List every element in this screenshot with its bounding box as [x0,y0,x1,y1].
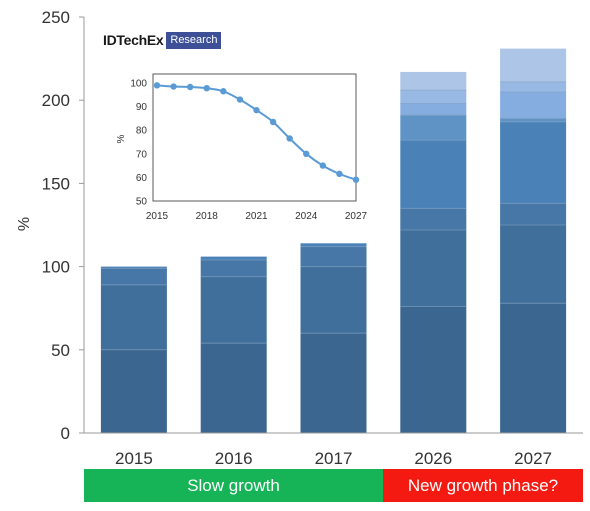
bar-segment [400,229,467,307]
bar-segment [500,91,567,119]
logo-brand-tag: Research [166,32,222,49]
inset-data-point [236,96,244,103]
main-y-axis-label: % [16,217,33,231]
bar-segment [400,90,467,104]
bar-segment [500,81,567,92]
inset-series-points [153,82,360,183]
main-x-tick-label: 2026 [414,449,452,468]
main-bar-chart: 0 50 100 150 200 250 2015 2016 2017 2026 2027 % 5… [16,8,583,468]
main-y-tick-label: 250 [42,8,70,27]
inset-y-tick-label: 100 [130,79,147,90]
inset-y-tick-label: 70 [136,149,148,160]
inset-y-tick-label: 50 [136,197,148,208]
inset-data-point [336,170,343,178]
inset-x-tick-label: 2027 [345,211,368,222]
main-x-tick-label: 2027 [514,449,552,468]
bar-segment [200,276,267,344]
bar-segment [100,349,167,433]
inset-data-point [303,150,310,157]
main-y-axis: 0 50 100 150 200 250 [42,8,85,443]
main-bars [100,48,567,433]
bar-segment [100,284,167,350]
bar-segment [400,115,467,141]
inset-data-point [319,162,327,169]
bar-segment [100,266,167,269]
bar-segment [200,256,267,260]
logo-brand-name: IDTechEx [103,32,164,48]
inset-data-point [220,88,227,95]
new-growth-label: New growth phase? [407,475,559,495]
inset-data-point [253,106,260,114]
inset-y-tick-label: 80 [136,126,148,137]
inset-data-point [203,84,210,92]
main-x-tick-label: 2017 [315,449,353,468]
inset-x-tick-label: 2024 [295,211,318,222]
main-y-tick-label: 200 [42,91,70,110]
inset-y-axis: 50 60 70 80 90 100 [130,79,147,208]
bar-segment [300,243,367,247]
inset-data-point [186,83,194,91]
inset-y-tick-label: 90 [136,102,148,113]
bar-segment [500,118,567,122]
inset-data-point [170,83,177,90]
bar-segment [300,266,367,334]
inset-x-tick-label: 2018 [196,211,219,222]
bar-segment [200,343,267,433]
bar-segment [400,71,467,91]
slow-growth-label: Slow growth [187,475,280,495]
main-x-tick-label: 2016 [215,449,253,468]
inset-data-point [352,176,360,183]
inset-data-point [269,118,277,126]
bar-segment [500,303,567,433]
new-growth-banner: New growth phase? [383,469,583,502]
bar-segment [100,268,167,285]
inset-plot-frame [152,73,357,202]
bar-segment [400,103,467,116]
inset-y-axis-label: % [116,134,127,143]
bar-segment [500,48,567,82]
inset-x-tick-label: 2021 [245,211,268,222]
bar-segment [200,259,267,277]
bar-segment [400,306,467,433]
inset-data-point [286,135,293,142]
main-x-tick-label: 2015 [115,449,153,468]
main-y-tick-label: 0 [61,424,70,443]
inset-y-tick-label: 60 [136,173,148,184]
bar-segment [500,203,567,225]
inset-line-chart: 50 60 70 80 90 100 2015 2018 2021 2024 2027 % [116,73,368,222]
main-y-tick-label: 100 [42,258,70,277]
bar-segment [300,246,367,267]
inset-x-axis: 2015 2018 2021 2024 2027 [146,211,368,222]
inset-x-tick-label: 2015 [146,211,169,222]
slow-growth-banner: Slow growth [84,469,383,502]
main-y-tick-label: 150 [42,174,70,193]
inset-data-point [153,82,161,89]
bar-segment [300,333,367,433]
bar-segment [400,208,467,230]
main-y-tick-label: 50 [51,341,70,360]
bar-segment [500,225,567,304]
bar-segment [400,140,467,209]
idtechex-logo: IDTechEx Research [103,32,222,49]
main-x-axis: 2015 2016 2017 2026 2027 [84,432,583,468]
bar-segment [500,121,567,204]
